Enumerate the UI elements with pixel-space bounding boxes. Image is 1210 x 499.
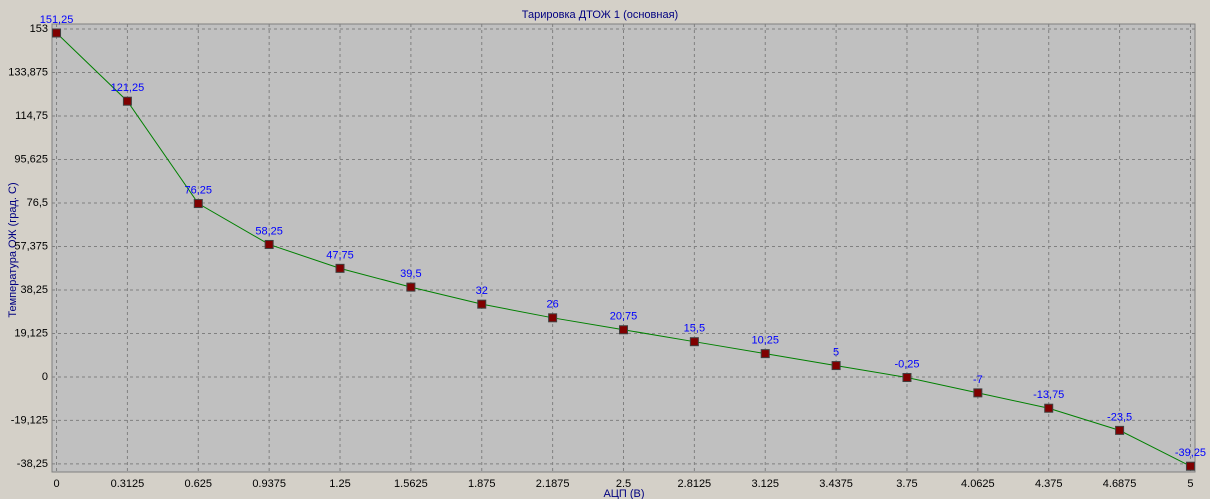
y-tick-label: -38,25 (17, 458, 48, 470)
x-tick-label: 1.25 (329, 478, 350, 490)
y-tick-label: 95,625 (14, 153, 48, 165)
y-tick-label: 76,5 (27, 197, 48, 209)
x-tick-label: 2.1875 (536, 478, 570, 490)
data-point (335, 263, 345, 273)
y-tick-label: 38,25 (20, 284, 48, 296)
data-label: -13,75 (1033, 389, 1064, 401)
data-point (406, 282, 416, 292)
data-point (122, 96, 132, 106)
x-tick-label: 2.8125 (678, 478, 712, 490)
data-label: 58,25 (255, 225, 283, 237)
data-label: -23,5 (1107, 411, 1132, 423)
data-point (831, 361, 841, 371)
x-tick-label: 1.875 (468, 478, 496, 490)
x-tick-label: 0.3125 (111, 478, 145, 490)
data-point (1185, 461, 1195, 471)
data-label: 10,25 (751, 335, 779, 347)
data-label: 76,25 (185, 184, 213, 196)
data-label: 5 (833, 346, 839, 358)
y-axis-label: Температура ОЖ (град. С) (7, 182, 19, 317)
x-tick-label: 3.75 (896, 478, 917, 490)
data-label: -7 (973, 374, 983, 386)
data-point (52, 28, 62, 38)
y-tick-label: 153 (30, 23, 48, 35)
x-tick-label: 4.375 (1035, 478, 1063, 490)
x-tick-label: 3.125 (751, 478, 779, 490)
y-tick-label: 19,125 (14, 327, 48, 339)
data-point (1115, 425, 1125, 435)
data-point (619, 325, 628, 335)
data-point (902, 373, 912, 383)
x-axis-label: АЦП (В) (603, 488, 644, 499)
data-point (548, 313, 558, 323)
data-label: 20,75 (610, 311, 638, 323)
data-label: 32 (476, 285, 488, 297)
data-point (1044, 403, 1054, 413)
data-point (477, 299, 487, 309)
x-tick-label: 1.5625 (394, 478, 428, 490)
x-tick-label: 2.5 (616, 478, 631, 490)
chart-title: Тарировка ДТОЖ 1 (основная) (522, 9, 678, 21)
y-tick-label: 114,75 (15, 110, 48, 122)
data-label: 26 (547, 299, 559, 311)
y-tick-label: 0 (42, 371, 48, 383)
x-tick-label: 5 (1187, 478, 1193, 490)
data-point (760, 349, 770, 359)
y-tick-label: 133,875 (8, 66, 48, 78)
data-label: 39,5 (400, 268, 421, 280)
y-tick-label: 57,375 (14, 240, 48, 252)
data-point (264, 239, 274, 249)
x-tick-label: 0.625 (185, 478, 213, 490)
data-point (973, 388, 983, 398)
data-point (193, 199, 203, 209)
x-tick-label: 4.6875 (1103, 478, 1137, 490)
data-point (689, 337, 699, 347)
data-label: 121,25 (111, 82, 145, 94)
x-tick-label: 4.0625 (961, 478, 995, 490)
x-tick-label: 3.4375 (819, 478, 853, 490)
x-tick-label: 0 (53, 478, 59, 490)
data-label: -39,25 (1175, 447, 1206, 459)
data-label: 47,75 (326, 249, 354, 261)
x-tick-label: 0.9375 (252, 478, 286, 490)
data-label: -0,25 (894, 358, 919, 370)
y-tick-label: -19,125 (11, 414, 48, 426)
data-label: 15,5 (684, 323, 705, 335)
data-label: 151,25 (40, 14, 74, 26)
